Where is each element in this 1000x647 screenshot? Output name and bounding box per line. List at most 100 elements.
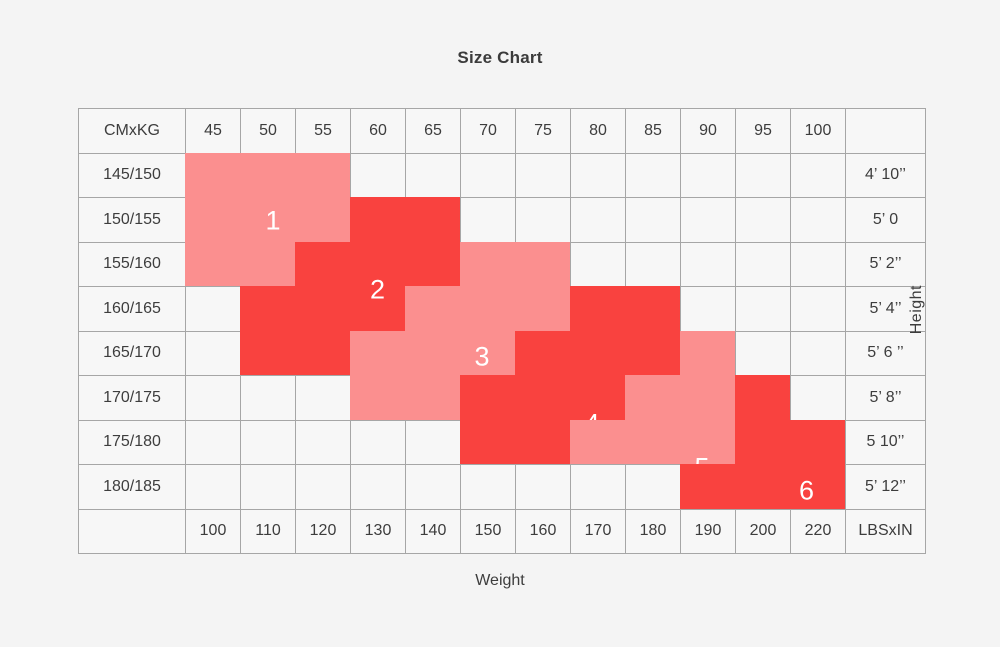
column-header-kg-80: 80 <box>570 108 626 154</box>
column-footer-lbs-190: 190 <box>680 508 736 554</box>
cell-r2-c5 <box>460 241 516 287</box>
cell-r1-c3 <box>350 197 406 243</box>
cell-r1-c6 <box>515 197 571 243</box>
cell-r7-c6 <box>515 464 571 510</box>
cell-r7-c7 <box>570 464 626 510</box>
cell-r5-c6 <box>515 375 571 421</box>
cell-r0-c10 <box>735 152 791 198</box>
column-header-kg-75: 75 <box>515 108 571 154</box>
cell-r6-c7 <box>570 419 626 465</box>
cell-r6-c11 <box>790 419 846 465</box>
cell-r6-c9 <box>680 419 736 465</box>
cell-r0-c11 <box>790 152 846 198</box>
row-header-cm-160-165: 160/165 <box>78 286 186 332</box>
cell-r7-c2 <box>295 464 351 510</box>
cell-r1-c4 <box>405 197 461 243</box>
row-header-ft-0: 4’ 10’’ <box>845 152 926 198</box>
column-footer-lbs-110: 110 <box>240 508 296 554</box>
cell-r2-c6 <box>515 241 571 287</box>
cell-r2-c11 <box>790 241 846 287</box>
cell-r0-c3 <box>350 152 406 198</box>
cell-r6-c1 <box>240 419 296 465</box>
row-header-ft-4: 5’ 6 ’’ <box>845 330 926 376</box>
table-row: 165/170 5’ 6 ’’ <box>78 330 926 376</box>
cell-r4-c6 <box>515 330 571 376</box>
cell-r6-c6 <box>515 419 571 465</box>
table-row: 175/180 5 10’’ <box>78 419 926 465</box>
page-title: Size Chart <box>457 48 543 67</box>
column-header-kg-70: 70 <box>460 108 516 154</box>
table-row: 155/160 5’ 2’’ <box>78 241 926 287</box>
column-footer-lbs-180: 180 <box>625 508 681 554</box>
cell-r5-c0 <box>185 375 241 421</box>
row-header-cm-180-185: 180/185 <box>78 464 186 510</box>
cell-r1-c9 <box>680 197 736 243</box>
cell-r3-c9 <box>680 286 736 332</box>
cell-r6-c0 <box>185 419 241 465</box>
cell-r2-c7 <box>570 241 626 287</box>
cell-r4-c7 <box>570 330 626 376</box>
table-header-row: CMxKG 45 50 55 60 65 70 75 80 85 90 95 100 <box>78 108 926 154</box>
corner-header-cmxkg: CMxKG <box>78 108 186 154</box>
column-footer-lbs-150: 150 <box>460 508 516 554</box>
size-table: CMxKG 45 50 55 60 65 70 75 80 85 90 95 100 145/150 4’ … <box>78 108 926 554</box>
cell-r7-c0 <box>185 464 241 510</box>
cell-r5-c2 <box>295 375 351 421</box>
cell-r5-c1 <box>240 375 296 421</box>
row-header-cm-145-150: 145/150 <box>78 152 186 198</box>
cell-r6-c10 <box>735 419 791 465</box>
cell-r6-c4 <box>405 419 461 465</box>
cell-r3-c8 <box>625 286 681 332</box>
cell-r5-c10 <box>735 375 791 421</box>
table-body: CMxKG 45 50 55 60 65 70 75 80 85 90 95 100 145/150 4’ … <box>78 108 926 554</box>
cell-r4-c8 <box>625 330 681 376</box>
cell-r2-c10 <box>735 241 791 287</box>
cell-r6-c3 <box>350 419 406 465</box>
cell-r0-c6 <box>515 152 571 198</box>
row-header-ft-5: 5’ 8’’ <box>845 375 926 421</box>
cell-r0-c8 <box>625 152 681 198</box>
cell-r3-c2 <box>295 286 351 332</box>
table-footer-row: 100 110 120 130 140 150 160 170 180 190 200 220 LBSx… <box>78 508 926 554</box>
cell-r5-c8 <box>625 375 681 421</box>
cell-r0-c4 <box>405 152 461 198</box>
table-row: 145/150 4’ 10’’ <box>78 152 926 198</box>
cell-r5-c4 <box>405 375 461 421</box>
cell-r0-c1 <box>240 152 296 198</box>
cell-r1-c5 <box>460 197 516 243</box>
column-footer-lbs-220: 220 <box>790 508 846 554</box>
cell-r6-c8 <box>625 419 681 465</box>
cell-r2-c2 <box>295 241 351 287</box>
cell-r4-c0 <box>185 330 241 376</box>
row-header-cm-150-155: 150/155 <box>78 197 186 243</box>
row-header-ft-3: 5’ 4’’ <box>845 286 926 332</box>
row-header-ft-7: 5’ 12’’ <box>845 464 926 510</box>
column-footer-lbs-140: 140 <box>405 508 461 554</box>
cell-r4-c10 <box>735 330 791 376</box>
cell-r3-c4 <box>405 286 461 332</box>
cell-r2-c9 <box>680 241 736 287</box>
cell-r4-c9 <box>680 330 736 376</box>
cell-r4-c11 <box>790 330 846 376</box>
column-footer-lbs-120: 120 <box>295 508 351 554</box>
cell-r7-c11 <box>790 464 846 510</box>
row-header-ft-6: 5 10’’ <box>845 419 926 465</box>
cell-r2-c1 <box>240 241 296 287</box>
row-header-cm-165-170: 165/170 <box>78 330 186 376</box>
unit-footer-lbsxin: LBSxIN <box>845 508 926 554</box>
cell-r7-c10 <box>735 464 791 510</box>
column-header-kg-100: 100 <box>790 108 846 154</box>
cell-r0-c2 <box>295 152 351 198</box>
cell-r3-c7 <box>570 286 626 332</box>
cell-r7-c3 <box>350 464 406 510</box>
cell-r3-c1 <box>240 286 296 332</box>
y-axis-label: Height <box>908 285 925 335</box>
column-header-kg-45: 45 <box>185 108 241 154</box>
column-header-kg-90: 90 <box>680 108 736 154</box>
column-header-kg-55: 55 <box>295 108 351 154</box>
column-footer-lbs-170: 170 <box>570 508 626 554</box>
cell-r2-c4 <box>405 241 461 287</box>
column-footer-lbs-100: 100 <box>185 508 241 554</box>
table-row: 170/175 5’ 8’’ <box>78 375 926 421</box>
cell-r4-c4 <box>405 330 461 376</box>
